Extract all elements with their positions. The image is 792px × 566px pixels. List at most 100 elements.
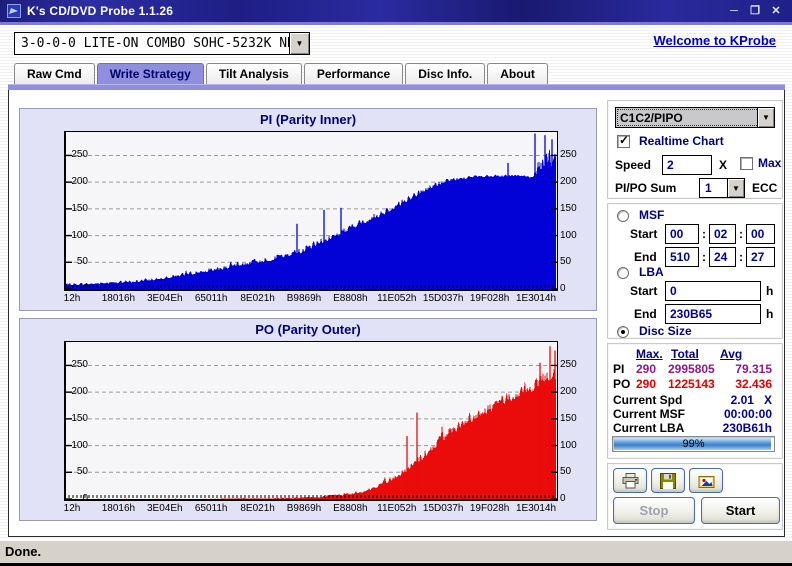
colon-label: : <box>702 227 706 241</box>
x-tick-label: E8808h <box>333 293 368 304</box>
po-y-axis-right: 0 50 100 150 200 250 <box>560 341 586 504</box>
realtime-chart-checkbox[interactable]: ✓ <box>617 133 630 148</box>
titlebar-accent <box>0 22 792 25</box>
close-icon[interactable]: ✕ <box>771 5 781 17</box>
start-button[interactable]: Start <box>701 497 780 524</box>
stat-value: 32.436 <box>735 377 772 391</box>
msf-end-frame[interactable] <box>746 247 775 267</box>
x-tick-label: 8E021h <box>240 503 275 514</box>
stat-value: 2995805 <box>668 362 715 376</box>
x-tick-label: 15D037h <box>422 293 464 304</box>
y-tick-label: 50 <box>560 256 572 268</box>
msf-end-min[interactable] <box>665 247 699 267</box>
stat-value: 79.315 <box>735 362 772 376</box>
tab-tilt-analysis[interactable]: Tilt Analysis <box>205 63 302 84</box>
welcome-link[interactable]: Welcome to KProbe <box>653 33 776 48</box>
msf-start-sec[interactable] <box>709 224 736 244</box>
po-chart-plot <box>64 341 558 501</box>
po-x-axis: 12h 18016h 3E04Eh 65011h 8E021h B9869h E8808h 1… <box>64 503 558 517</box>
lba-end-input[interactable] <box>665 304 761 324</box>
tab-write-strategy[interactable]: Write Strategy <box>96 63 204 84</box>
chevron-down-icon[interactable]: ▼ <box>289 33 309 54</box>
realtime-chart-label: Realtime Chart <box>639 134 724 148</box>
po-y-axis-left: 0 50 100 150 200 250 <box>36 341 88 504</box>
y-tick-label: 200 <box>560 176 577 188</box>
y-tick-label: 250 <box>560 359 577 371</box>
colon-label: : <box>702 250 706 264</box>
device-select[interactable]: 3-0-0-0 LITE-ON COMBO SOHC-5232K NK07 ▼ <box>14 32 311 55</box>
y-tick-label: 250 <box>560 149 577 161</box>
tab-underline <box>8 84 785 90</box>
tab-disc-info[interactable]: Disc Info. <box>405 63 486 84</box>
x-tick-label: 19F028h <box>469 503 510 514</box>
x-tick-label: 65011h <box>194 293 228 304</box>
x-tick-label: 3E04Eh <box>147 293 183 304</box>
speed-input[interactable] <box>662 155 712 175</box>
x-tick-label: E8808h <box>333 503 368 514</box>
x-tick-label: 65011h <box>194 503 228 514</box>
pi-y-axis-left: 0 50 100 150 200 250 <box>36 131 88 294</box>
lba-radio[interactable] <box>617 267 629 279</box>
pipo-sum-label: PI/PO Sum <box>615 181 677 195</box>
colon-label: : <box>739 250 743 264</box>
lba-start-input[interactable] <box>665 281 761 301</box>
chevron-down-icon[interactable]: ▼ <box>757 108 774 127</box>
max-speed-checkbox[interactable]: ✓ <box>740 157 753 170</box>
y-tick-label: 200 <box>560 386 577 398</box>
msf-radio[interactable] <box>617 210 629 222</box>
lba-end-label: End <box>634 307 657 321</box>
x-tick-label: B9869h <box>286 293 322 304</box>
msf-end-sec[interactable] <box>709 247 736 267</box>
y-tick-label: 100 <box>560 229 577 241</box>
msf-start-min[interactable] <box>665 224 699 244</box>
pi-x-axis: 12h 18016h 3E04Eh 65011h 8E021h B9869h E8808h 1… <box>64 293 558 307</box>
x-tick-label: 15D037h <box>422 503 464 514</box>
stat-value: 1225143 <box>668 377 715 391</box>
msf-end-label: End <box>634 250 657 264</box>
stats-header-total: Total <box>671 347 699 361</box>
pipo-sum-select[interactable]: 1 ▼ <box>699 178 745 198</box>
current-value: 00:00:00 <box>723 407 772 421</box>
stat-value: 290 <box>636 362 657 376</box>
x-tick-label: 12h <box>63 293 81 304</box>
save-button[interactable] <box>651 468 685 493</box>
tab-raw-cmd[interactable]: Raw Cmd <box>14 63 95 84</box>
y-tick-label: 200 <box>71 176 88 188</box>
mode-select[interactable]: C1C2/PIPO ▼ <box>615 107 775 128</box>
app-icon <box>7 4 21 18</box>
y-tick-label: 150 <box>560 412 577 424</box>
speed-unit-label: X <box>719 158 728 172</box>
stats-header-max: Max. <box>636 347 663 361</box>
msf-start-frame[interactable] <box>746 224 775 244</box>
print-button[interactable] <box>613 468 647 493</box>
stat-value: PI <box>613 362 625 376</box>
chevron-down-icon[interactable]: ▼ <box>727 179 744 197</box>
y-tick-label: 0 <box>560 493 566 504</box>
po-chart-panel: PO (Parity Outer) 0 50 100 150 200 250 0 50 100… <box>19 318 597 521</box>
y-tick-label: 50 <box>560 466 572 478</box>
x-tick-label: 12h <box>63 503 81 514</box>
hex-suffix-label: h <box>766 307 774 321</box>
tab-about[interactable]: About <box>487 63 548 84</box>
y-tick-label: 250 <box>71 359 88 371</box>
current-label: Current Spd <box>613 393 683 407</box>
x-tick-label: 18016h <box>101 293 136 304</box>
mode-select-value: C1C2/PIPO <box>620 111 683 125</box>
y-tick-label: 100 <box>71 229 88 241</box>
msf-label: MSF <box>639 208 665 222</box>
check-icon: ✓ <box>619 133 630 147</box>
status-text: Done. <box>5 544 42 559</box>
tab-performance[interactable]: Performance <box>303 63 404 84</box>
disc-size-radio[interactable] <box>617 326 629 338</box>
current-value: 230B61h <box>722 421 772 435</box>
x-tick-label: 18016h <box>101 503 136 514</box>
stop-button[interactable]: Stop <box>613 497 695 524</box>
save-image-button[interactable] <box>689 468 723 493</box>
minimize-icon[interactable]: ─ <box>730 5 738 17</box>
x-tick-label: 19F028h <box>469 293 510 304</box>
window-title: K's CD/DVD Probe 1.1.26 <box>27 4 174 18</box>
stat-value: PO <box>613 377 631 391</box>
x-tick-label: 1E3014h <box>515 293 557 304</box>
maximize-icon[interactable]: ❐ <box>750 5 760 17</box>
pi-y-axis-right: 0 50 100 150 200 250 <box>560 131 586 294</box>
